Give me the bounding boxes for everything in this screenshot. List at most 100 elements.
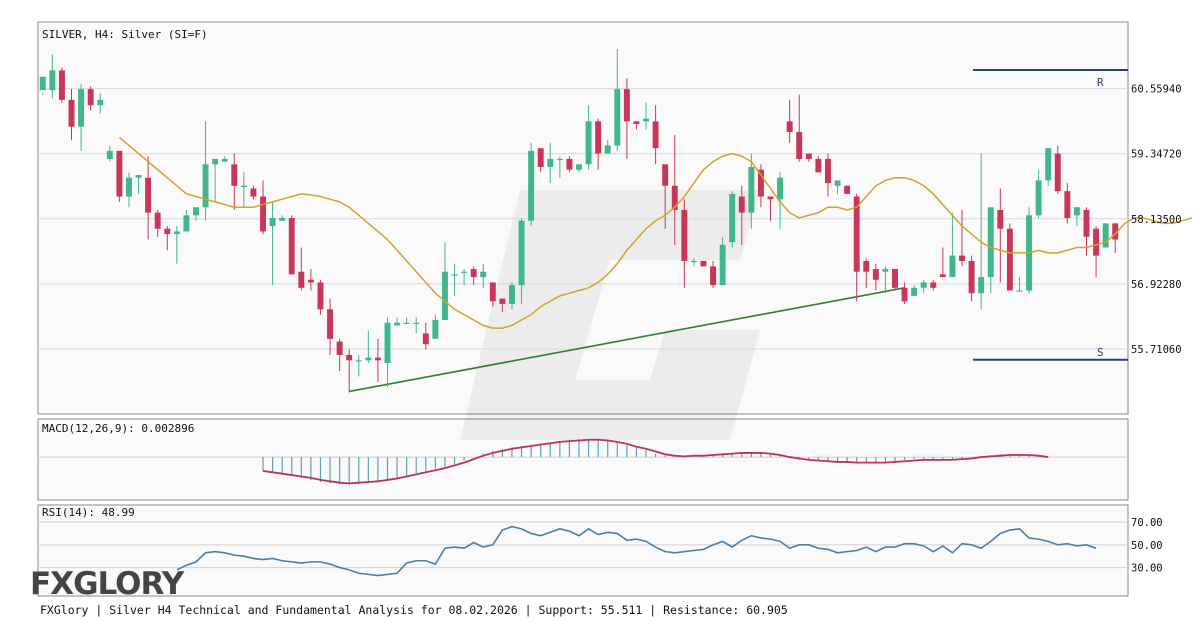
candle-body [1112,223,1119,240]
fxglory-logo: FXGLORY [30,566,184,602]
candle-body [939,274,946,278]
candle-body [451,274,458,276]
candle-body [307,279,314,283]
rsi-line [176,525,1097,577]
support-marker: S [1097,346,1104,359]
candle-body [949,255,956,278]
candle-body [260,196,266,232]
candle-body [604,145,611,154]
candle-body [710,266,717,286]
candle-body [796,132,803,159]
candle-body [537,148,544,167]
candle-body [346,354,353,361]
candle-body [509,285,515,304]
candle-body [1016,290,1023,292]
candle-body [882,269,889,272]
price-tick-label: 60.55940 [1131,84,1182,96]
candle-body [777,177,784,200]
candle-body [968,260,975,294]
candle-body [662,164,669,186]
candle-body [355,360,362,362]
candle-body [1102,223,1109,248]
candle-body [987,207,994,278]
candle-body [853,196,860,272]
candle-body [1054,153,1061,192]
candle-body [1073,207,1080,216]
candle-body [394,322,401,326]
candle-body [480,271,487,278]
candle-body [643,118,649,122]
trendline [349,287,905,393]
candle-body [384,322,391,363]
candle-body [212,158,219,165]
price-tick-label: 56.92280 [1131,279,1182,291]
candle-body [116,150,123,197]
candle-body [834,180,841,186]
candle-body [441,271,448,321]
candle-body [729,193,736,243]
candle-body [461,271,468,273]
rsi-level-label: 50.00 [1131,540,1163,552]
candle-body [757,169,764,197]
price-tick-label: 58.13500 [1131,214,1182,226]
candle-body [288,218,295,275]
candle-body [872,269,879,280]
candle-body [422,333,429,345]
rsi-level-label: 30.00 [1131,563,1163,575]
macd-signal-line [262,438,1049,485]
candle-body [193,207,199,216]
candle-body [68,99,75,127]
candle-body [173,231,180,235]
rsi-panel [37,504,1129,597]
candle-body [930,282,937,288]
candle-body [633,121,640,125]
candle-body [719,244,726,286]
moving-average-line [118,136,1193,329]
candle-body [135,175,142,178]
candle-body [748,166,755,213]
candle-body [97,99,104,106]
candle-body [528,150,535,221]
candle-body [1064,191,1071,218]
candle-body [738,196,745,213]
candle-body [518,220,525,286]
macd-panel-header: MACD(12,26,9): 0.002896 [42,422,194,435]
candle-body [863,260,870,272]
price-tick-label: 55.71060 [1131,344,1182,356]
footer-caption: FXGlory | Silver H4 Technical and Fundam… [40,603,788,617]
candle-body [959,255,965,261]
candle-body [700,260,707,267]
candle-body [892,269,898,288]
candle-body [327,309,334,339]
candle-body [690,260,697,263]
candle-body [901,287,908,302]
candle-body [595,121,602,154]
candle-body [614,89,621,146]
candle-body [681,209,688,261]
candle-body [279,218,286,221]
candle-body [547,158,554,167]
candle-body [1035,180,1042,216]
candle-body [49,70,56,91]
candle-body [317,282,324,310]
candle-body [39,76,46,91]
candle-body [78,89,85,127]
candle-body [978,277,985,294]
candle-body [566,158,573,170]
resistance-marker: R [1097,76,1104,89]
candle-body [125,177,132,197]
candle-body [585,121,592,165]
candle-body [844,185,851,194]
candle-body [183,215,190,232]
candle-body [997,209,1004,229]
candle-body [145,177,152,213]
main-panel-header: SILVER, H4: Silver (SI=F) [42,28,208,41]
candle-body [805,153,812,159]
candle-body [403,322,410,324]
candle-body [1045,148,1052,181]
candle-body [269,218,276,227]
rsi-panel-header: RSI(14): 48.99 [42,506,135,519]
candle-body [489,282,496,302]
candle-body [365,357,372,361]
